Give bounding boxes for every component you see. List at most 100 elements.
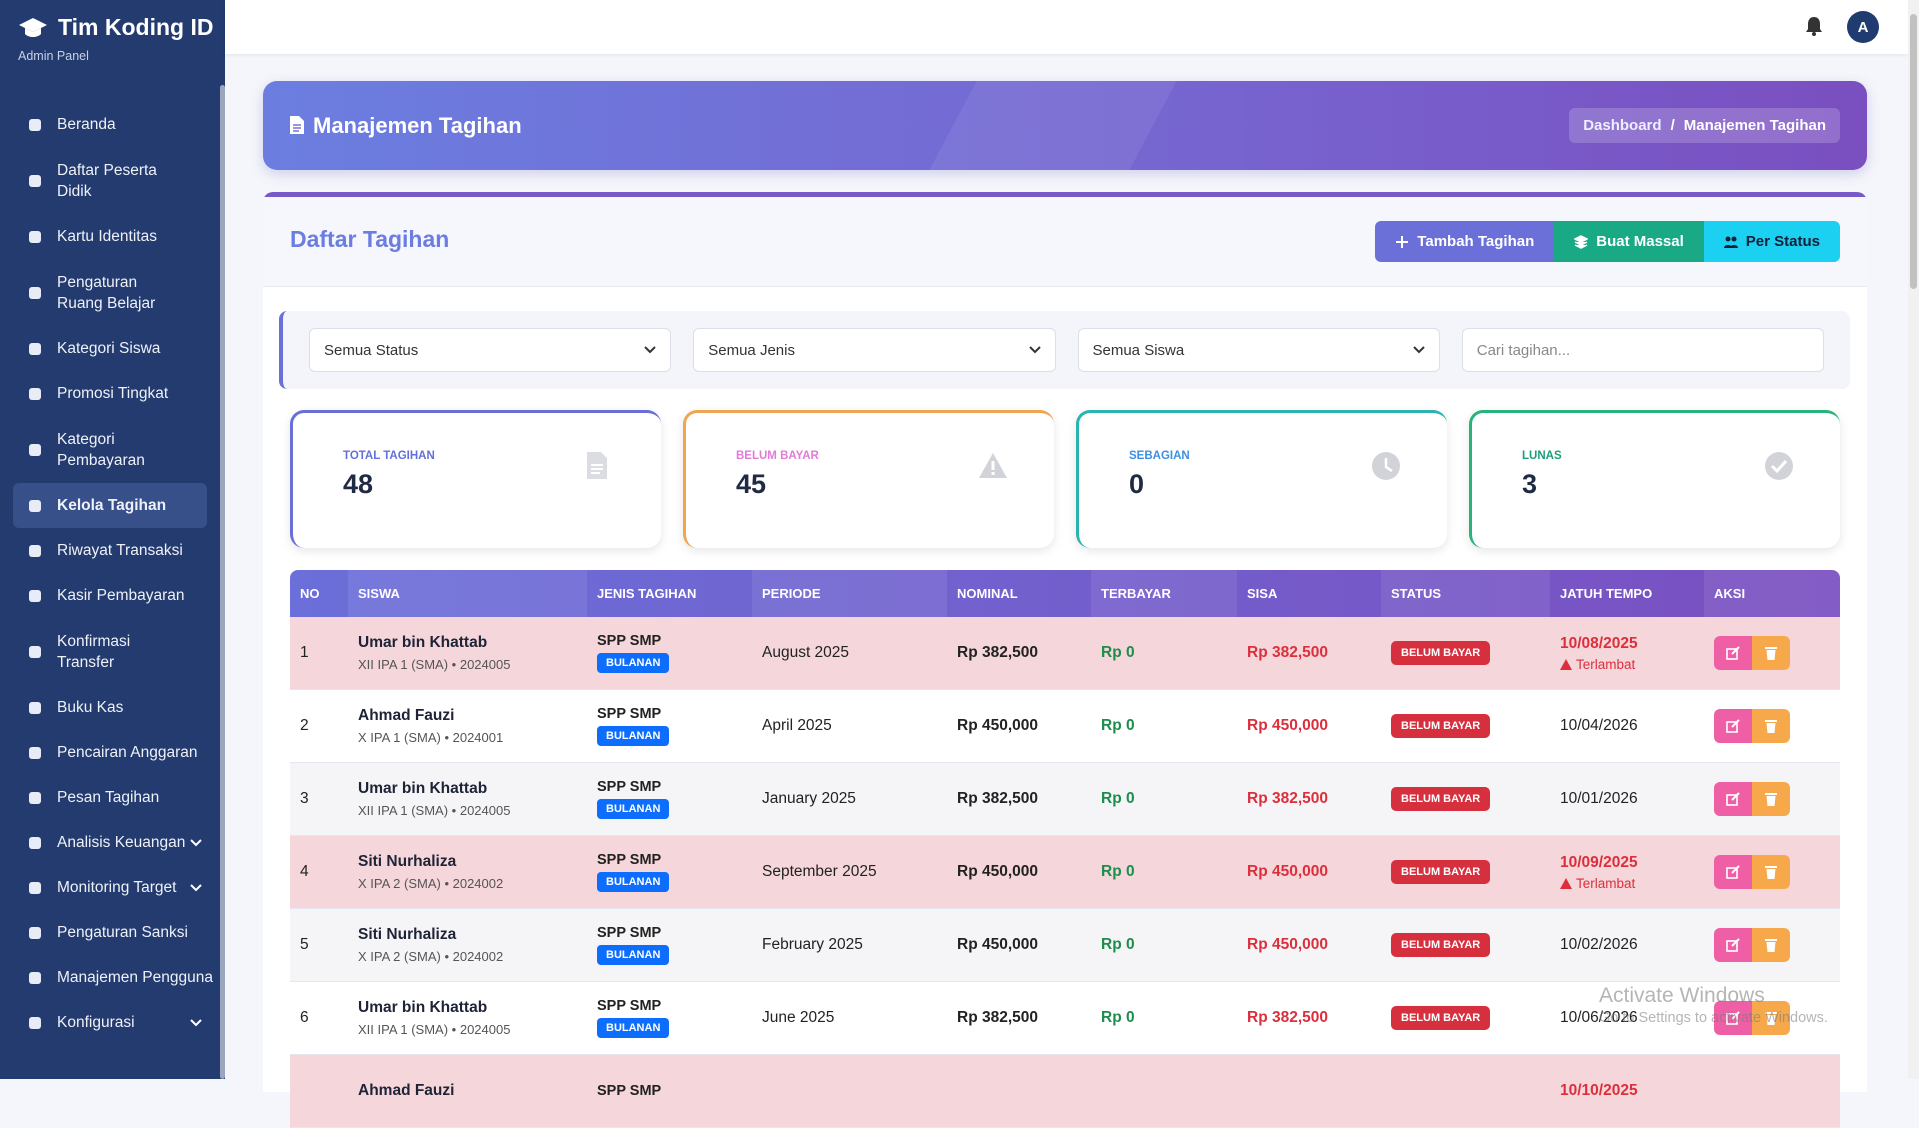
table-cell: Umar bin Khattab XII IPA 1 (SMA) • 202400… xyxy=(348,617,587,689)
menu-item[interactable]: Kartu Identitas xyxy=(0,214,220,259)
table-cell: SPP SMP BULANAN xyxy=(587,836,752,908)
menu-label: Kartu Identitas xyxy=(57,228,157,245)
remaining: Rp 450,000 xyxy=(1247,863,1328,880)
table-cell: BELUM BAYAR xyxy=(1381,763,1550,835)
scroll-thumb xyxy=(1910,14,1917,289)
table-cell: 10/01/2026 xyxy=(1550,763,1704,835)
overdue-note: Terlambat xyxy=(1560,657,1704,672)
delete-button[interactable] xyxy=(1752,782,1790,816)
table-cell: 5 xyxy=(290,909,348,981)
menu-item[interactable]: Promosi Tingkat xyxy=(0,371,220,416)
menu-item[interactable]: Konfirmasi Transfer xyxy=(0,618,220,685)
menu-item[interactable]: Kategori Siswa xyxy=(0,326,220,371)
action-button[interactable]: Buat Massal xyxy=(1554,221,1704,262)
edit-button[interactable] xyxy=(1714,928,1752,962)
edit-button[interactable] xyxy=(1714,709,1752,743)
button-group: Tambah Tagihan Buat Massal Per Status xyxy=(1375,221,1840,262)
stat-icon xyxy=(1372,452,1400,480)
menu-item[interactable]: Pencairan Anggaran xyxy=(0,730,220,775)
menu-icon xyxy=(29,499,41,512)
page-header: Manajemen Tagihan Dashboard / Manajemen … xyxy=(263,81,1867,170)
menu-label: Riwayat Transaksi xyxy=(57,542,183,559)
menu-item[interactable]: Konfigurasi xyxy=(0,1000,220,1045)
table-cell: Rp 382,500 xyxy=(1237,617,1381,689)
delete-button[interactable] xyxy=(1752,1001,1790,1035)
status-badge: BELUM BAYAR xyxy=(1391,933,1491,957)
delete-button[interactable] xyxy=(1752,636,1790,670)
delete-button[interactable] xyxy=(1752,928,1790,962)
table-cell: Rp 450,000 xyxy=(947,909,1091,981)
breadcrumb-link[interactable]: Dashboard xyxy=(1583,117,1662,134)
student-name: Siti Nurhaliza xyxy=(358,926,457,943)
edit-button[interactable] xyxy=(1714,1001,1752,1035)
edit-icon xyxy=(1726,1011,1740,1025)
menu-icon xyxy=(29,971,41,984)
delete-button[interactable] xyxy=(1752,709,1790,743)
menu-item[interactable]: Kelola Tagihan xyxy=(13,483,207,528)
menu-item[interactable]: Pesan Tagihan xyxy=(0,775,220,820)
menu-item[interactable]: Kasir Pembayaran xyxy=(0,573,220,618)
table-cell: BELUM BAYAR xyxy=(1381,690,1550,762)
table-cell: 3 xyxy=(290,763,348,835)
menu-item[interactable]: Pengaturan Sanksi xyxy=(0,910,220,955)
menu-item[interactable]: Buku Kas xyxy=(0,685,220,730)
menu-label: Konfigurasi xyxy=(57,1014,135,1031)
menu-item[interactable]: Riwayat Transaksi xyxy=(0,528,220,573)
nominal: Rp 450,000 xyxy=(957,936,1038,953)
remaining: Rp 382,500 xyxy=(1247,1009,1328,1026)
edit-icon xyxy=(1726,865,1740,879)
action-button[interactable]: Tambah Tagihan xyxy=(1375,221,1555,262)
menu-label: Kategori Pembayaran xyxy=(57,430,145,469)
brand-title: Tim Koding ID xyxy=(58,14,214,40)
delete-icon xyxy=(1765,793,1777,806)
menu-item[interactable]: Manajemen Pengguna xyxy=(0,955,220,1000)
paid: Rp 0 xyxy=(1101,790,1135,807)
avatar[interactable]: A xyxy=(1847,11,1879,43)
select-value: Semua Status xyxy=(324,341,419,359)
menu-item[interactable]: Monitoring Target xyxy=(0,865,220,910)
remaining: Rp 382,500 xyxy=(1247,644,1328,661)
table-cell xyxy=(947,1055,1091,1127)
menu-label: Kategori Siswa xyxy=(57,340,161,357)
filter-select[interactable]: Semua Status xyxy=(309,328,672,372)
menu: Beranda Daftar Peserta Didik Kartu Identit… xyxy=(0,102,220,1045)
table-cell: 10/04/2026 xyxy=(1550,690,1704,762)
bill-tag: BULANAN xyxy=(597,726,670,746)
edit-icon xyxy=(1726,938,1740,952)
table-cell: BELUM BAYAR xyxy=(1381,909,1550,981)
delete-icon xyxy=(1765,720,1777,733)
action-button[interactable]: Per Status xyxy=(1703,221,1840,262)
menu-item[interactable]: Pengaturan Ruang Belajar xyxy=(0,259,220,326)
status-badge: BELUM BAYAR xyxy=(1391,641,1491,665)
edit-button[interactable] xyxy=(1714,636,1752,670)
menu-item[interactable]: Daftar Peserta Didik xyxy=(0,147,220,214)
filter-select[interactable]: Semua Jenis xyxy=(693,328,1056,372)
menu-item[interactable]: Kategori Pembayaran xyxy=(0,416,220,483)
edit-button[interactable] xyxy=(1714,855,1752,889)
menu-label: Kelola Tagihan xyxy=(57,497,167,514)
nominal: Rp 382,500 xyxy=(957,1009,1038,1026)
menu-item[interactable]: Beranda xyxy=(0,102,220,147)
stat-value: 48 xyxy=(343,469,374,499)
stats: TOTAL TAGIHAN 48 BELUM BAYAR 45 SEBAGIAN 0 LUN… xyxy=(290,410,1840,548)
filter-select[interactable]: Semua Siswa xyxy=(1077,328,1440,372)
chevron xyxy=(190,1018,202,1026)
menu-label: Kasir Pembayaran xyxy=(57,587,185,604)
edit-button[interactable] xyxy=(1714,782,1752,816)
button-label: Tambah Tagihan xyxy=(1417,233,1535,250)
period: June 2025 xyxy=(762,1009,835,1026)
nominal: Rp 382,500 xyxy=(957,644,1038,661)
table-cell: Siti Nurhaliza X IPA 2 (SMA) • 2024002 xyxy=(348,836,587,908)
table-cell: SPP SMP BULANAN xyxy=(587,909,752,981)
table-cell: Rp 450,000 xyxy=(947,836,1091,908)
table-cell xyxy=(1704,690,1840,762)
student-name: Ahmad Fauzi xyxy=(358,707,455,724)
delete-button[interactable] xyxy=(1752,855,1790,889)
search-input[interactable]: Cari tagihan... xyxy=(1461,328,1824,372)
row-number: 1 xyxy=(300,644,309,661)
menu-icon xyxy=(29,701,41,714)
notification-bell[interactable] xyxy=(1805,16,1823,36)
menu-item[interactable]: Analisis Keuangan xyxy=(0,820,220,865)
table-cell: Rp 0 xyxy=(1091,617,1237,689)
